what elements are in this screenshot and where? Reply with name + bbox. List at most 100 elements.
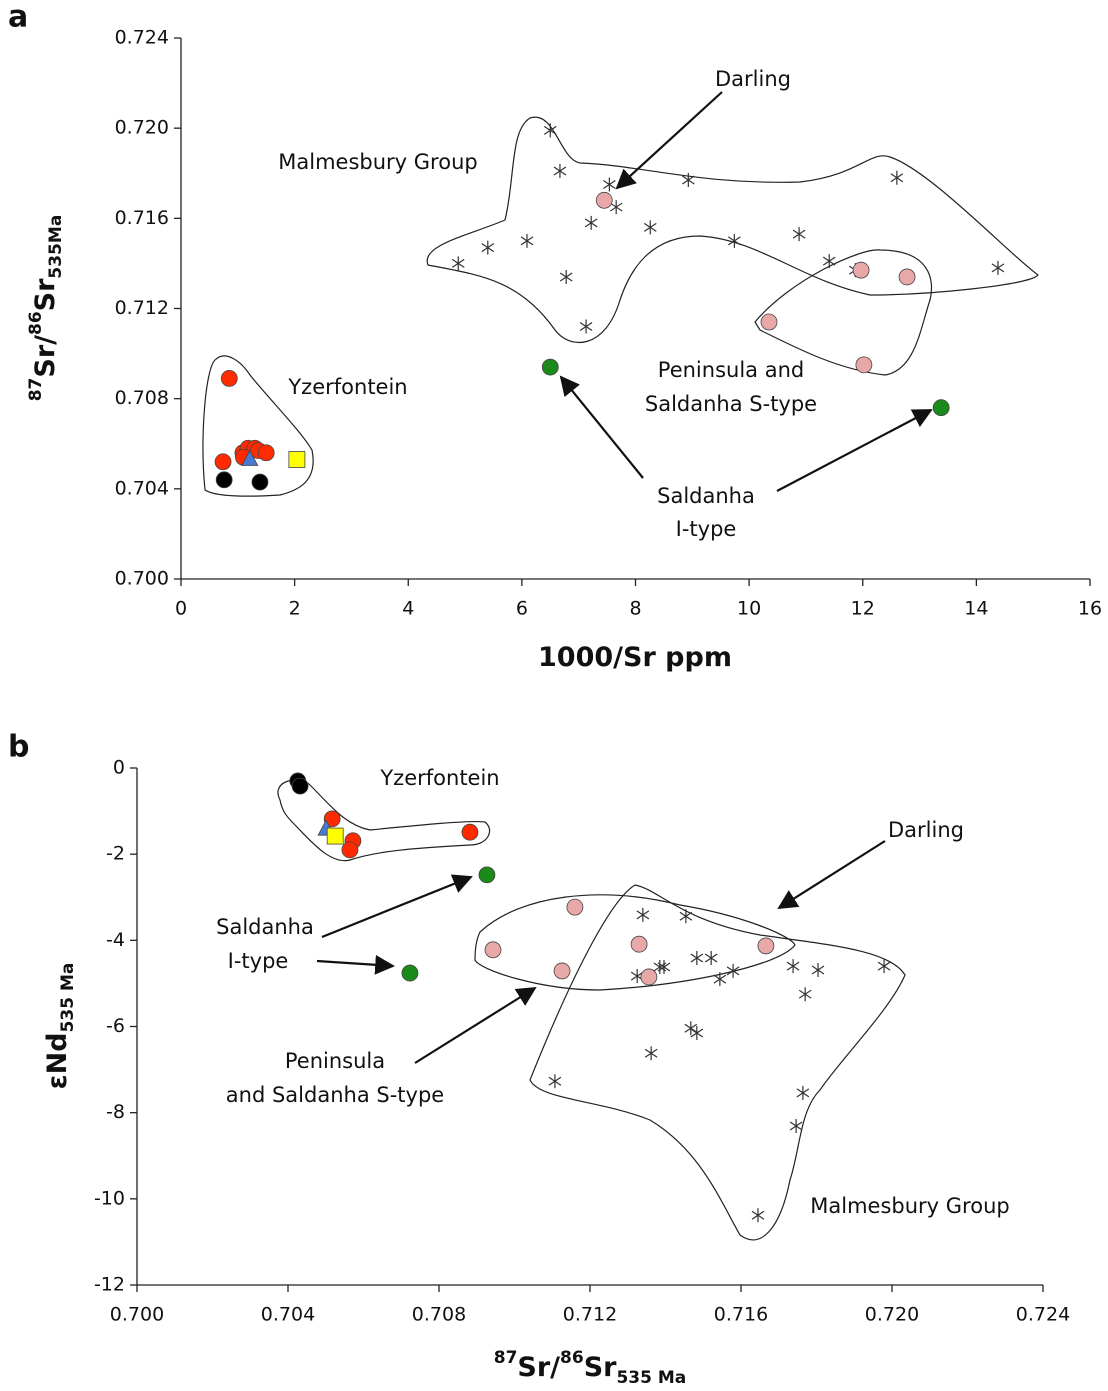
point [798, 987, 812, 1002]
point [991, 260, 1005, 275]
point [241, 449, 259, 466]
x-axis-title: 87Sr/86Sr535 Ma [494, 1348, 687, 1388]
point [640, 968, 658, 986]
y-tick-label: 0.700 [115, 568, 169, 590]
point [679, 909, 693, 924]
x-tick-label: 4 [402, 598, 414, 620]
y-tick-label: 0.708 [115, 387, 169, 409]
annotation: Darling [715, 67, 791, 91]
point [288, 451, 306, 468]
point [726, 963, 740, 978]
point [291, 777, 309, 795]
y-tick-label: -8 [106, 1101, 125, 1123]
point [323, 810, 341, 828]
point [644, 1046, 658, 1061]
y-tick-label: 0.720 [115, 117, 169, 139]
x-tick-label: 8 [629, 598, 641, 620]
axis-title-part: Sr [30, 278, 61, 311]
point [690, 950, 704, 965]
point [932, 399, 950, 417]
y-tick-label: 0.724 [115, 27, 169, 49]
point [609, 200, 623, 215]
outline [277, 779, 491, 862]
point [215, 471, 233, 489]
point [898, 268, 916, 286]
y-tick-label: -10 [94, 1187, 125, 1209]
point [543, 123, 557, 138]
y-tick-label: -2 [106, 843, 125, 865]
outline [754, 249, 933, 376]
axis-title-part: Sr/ [517, 1352, 560, 1383]
arrow [559, 375, 644, 479]
point [461, 823, 479, 841]
annotation: I-type [228, 949, 289, 973]
x-tick-label: 0.700 [110, 1304, 164, 1326]
point [548, 1074, 562, 1089]
axis-title-part: 86 [26, 311, 46, 335]
outline [202, 355, 314, 497]
point [484, 941, 502, 959]
y-axis-title: 87Sr/86Sr535Ma [26, 215, 66, 402]
point [553, 163, 567, 178]
arrow [316, 954, 395, 975]
x-tick-label: 0.708 [412, 1304, 466, 1326]
x-tick-label: 0.724 [1016, 1304, 1070, 1326]
axis-title-part: 535 Ma [616, 1368, 686, 1388]
axis-title-part: 87 [26, 378, 46, 402]
annotation: Saldanha [657, 484, 755, 508]
point [757, 937, 775, 955]
x-tick-label: 14 [964, 598, 988, 620]
arrow [776, 409, 933, 492]
x-axis-title: 1000/Sr ppm [538, 642, 732, 673]
point [811, 963, 825, 978]
annotation: Yzerfontein [379, 766, 499, 790]
point [643, 220, 657, 235]
arrow [414, 986, 537, 1064]
arrow [615, 91, 723, 190]
point [257, 444, 275, 462]
point [251, 473, 269, 491]
point [478, 866, 496, 884]
point [630, 935, 648, 953]
point [541, 358, 559, 376]
x-tick-label: 6 [516, 598, 528, 620]
point [751, 1208, 765, 1223]
point [341, 841, 359, 859]
point [890, 170, 904, 185]
point [595, 191, 613, 209]
point [214, 453, 232, 471]
y-tick-label: 0.716 [115, 207, 169, 229]
point [728, 233, 741, 248]
annotation: Malmesbury Group [810, 1194, 1009, 1218]
y-tick-label: -12 [94, 1274, 125, 1296]
annotation: Malmesbury Group [278, 150, 477, 174]
x-tick-label: 16 [1078, 598, 1102, 620]
point [789, 1119, 803, 1134]
point [603, 177, 616, 192]
axis-title-part: 535 Ma [58, 963, 78, 1033]
x-tick-label: 0.720 [865, 1304, 919, 1326]
outline [529, 884, 906, 1241]
point [559, 269, 573, 284]
axis-title-part: Sr [584, 1352, 617, 1383]
point [584, 215, 598, 230]
axis-title-part: 86 [560, 1348, 584, 1368]
annotation: Saldanha [216, 915, 314, 939]
point [760, 313, 778, 331]
point [684, 1021, 698, 1036]
annotation: Peninsula and [658, 358, 804, 382]
x-tick-label: 0.712 [563, 1304, 617, 1326]
point [786, 959, 800, 974]
x-tick-label: 12 [851, 598, 875, 620]
annotation: Yzerfontein [287, 375, 407, 399]
point [636, 907, 650, 922]
point [481, 240, 495, 255]
point [852, 261, 870, 279]
annotation: I-type [676, 517, 737, 541]
axis-title-part: 87 [494, 1348, 518, 1368]
x-tick-label: 0 [175, 598, 187, 620]
point [520, 233, 534, 248]
x-tick-label: 0.704 [261, 1304, 315, 1326]
point [855, 356, 873, 374]
